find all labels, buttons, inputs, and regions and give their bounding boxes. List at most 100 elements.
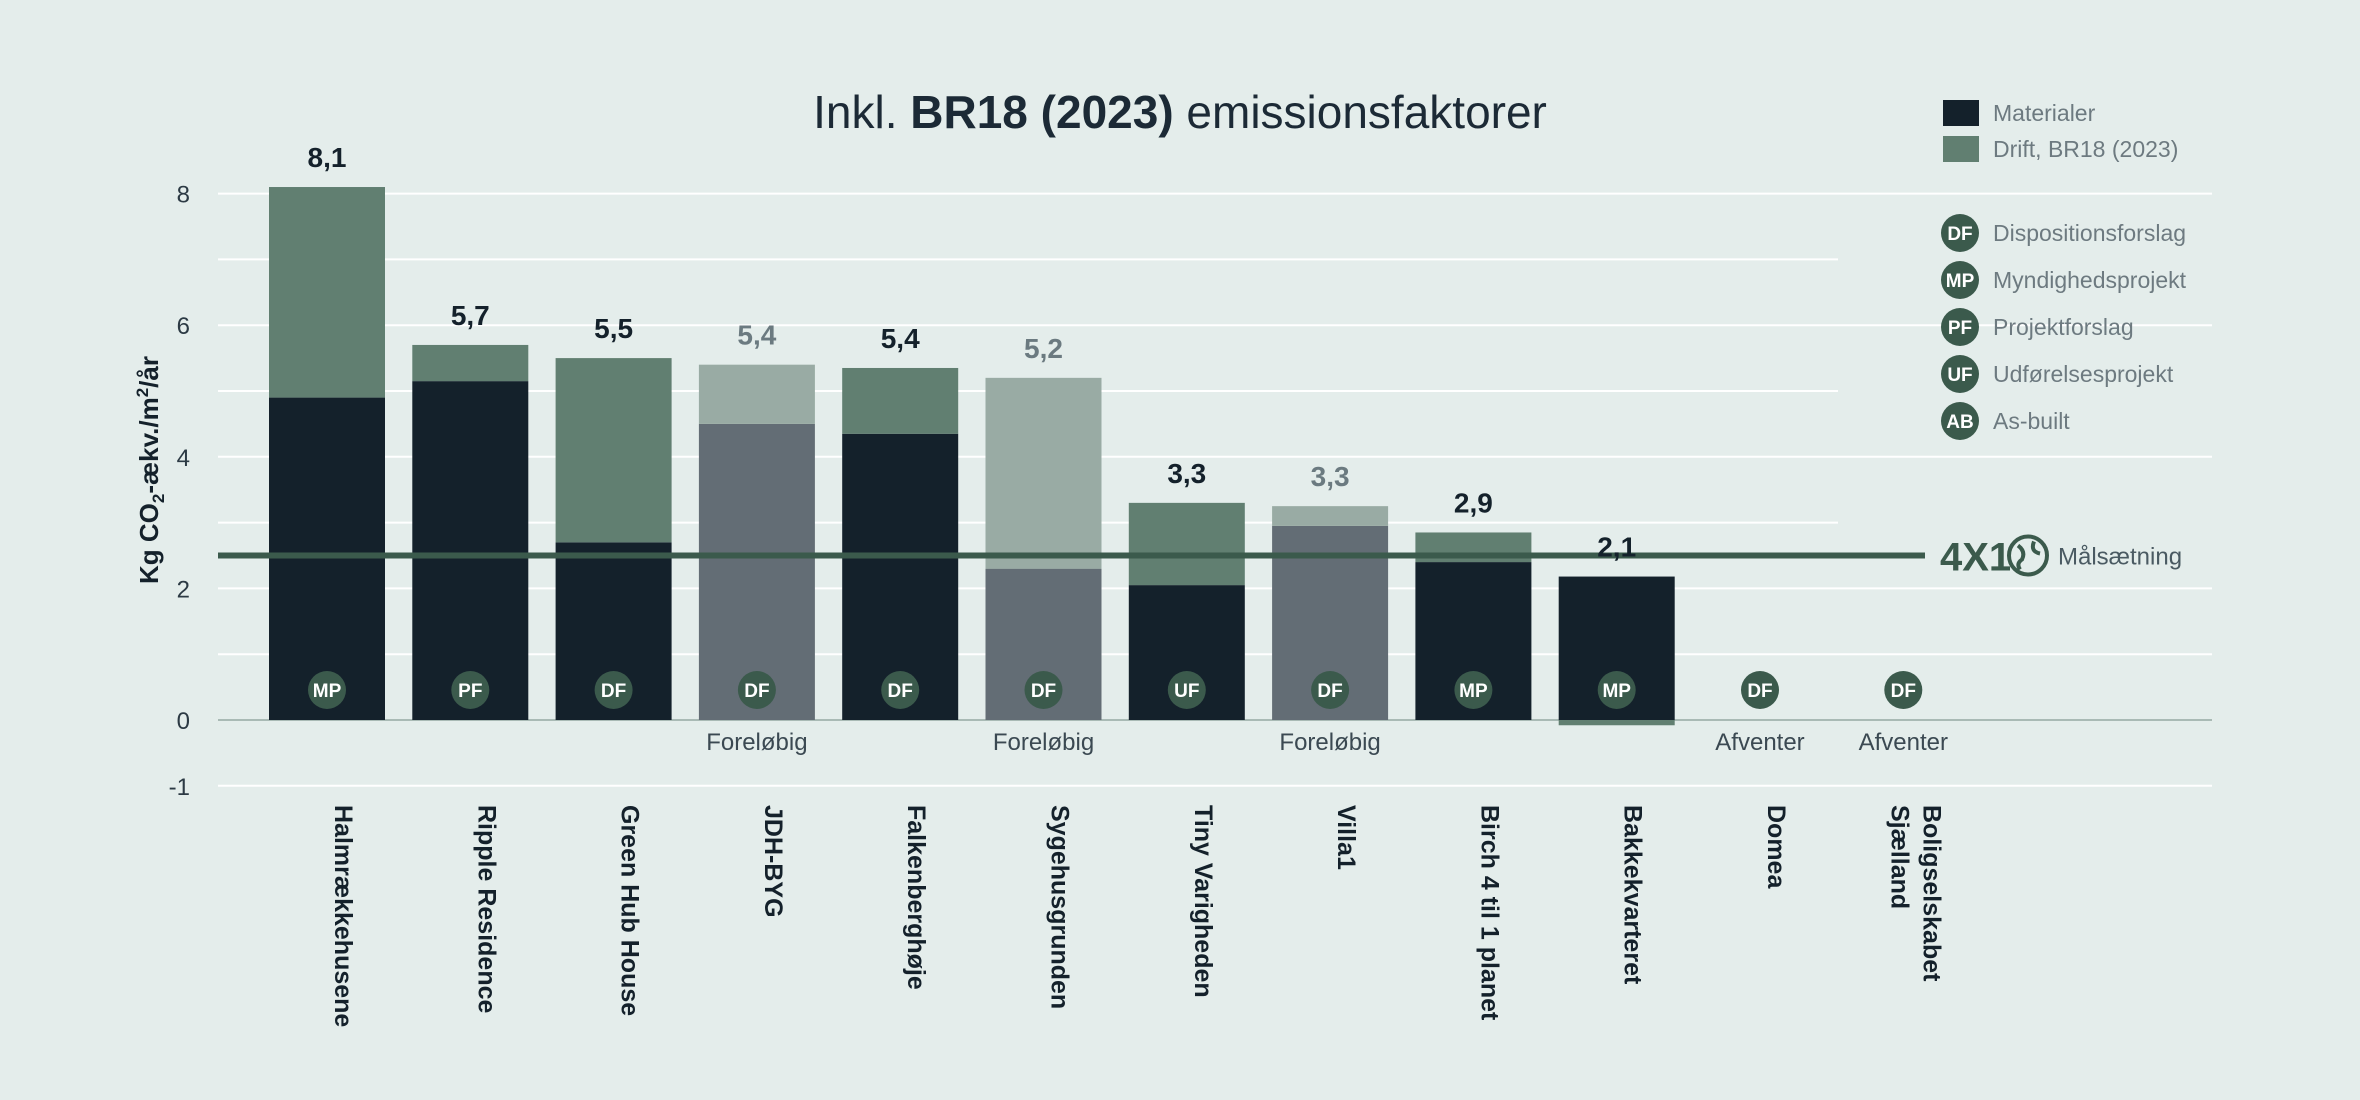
phase-badge-text: MP <box>313 681 342 702</box>
x-category-label: Falkenberghøje <box>902 805 930 990</box>
phase-badge-text: MP <box>1459 681 1488 702</box>
bar-operation <box>1558 720 1675 726</box>
bar-total-label: 5,2 <box>1024 333 1063 364</box>
legend-phase-code: DF <box>1947 224 1972 245</box>
x-category-label: Sjælland <box>1885 805 1913 909</box>
y-tick-label: 8 <box>177 182 190 209</box>
y-axis-label: Kg CO2-ækv./m2/år <box>133 356 168 584</box>
legend-swatch <box>1943 100 1979 126</box>
phase-badge-text: DF <box>1031 681 1056 702</box>
phase-badge <box>1454 671 1493 709</box>
legend-phase-code: UF <box>1947 365 1972 386</box>
y-axis-label-sub: 2 <box>149 494 168 503</box>
phase-badge <box>594 671 633 709</box>
bar-note: Foreløbig <box>993 729 1094 756</box>
legend-swatch <box>1943 136 1979 162</box>
phase-badge <box>1741 671 1779 709</box>
legend-phase-code: MP <box>1946 271 1975 292</box>
phase-badge-text: DF <box>1317 681 1342 702</box>
x-category-label: Boligselskabet <box>1917 805 1945 982</box>
phase-badge <box>1024 671 1063 709</box>
legend-phase-label: Udførelsesprojekt <box>1993 361 2174 387</box>
globe-continents <box>2016 540 2041 571</box>
bar-total-label: 5,7 <box>451 300 490 331</box>
phase-badge <box>1597 671 1636 709</box>
bar-materials <box>698 423 815 720</box>
bar-operation <box>412 344 529 382</box>
phase-badge-text: PF <box>458 681 482 702</box>
bar-operation <box>269 187 385 398</box>
y-axis-ticks: 8 6 4 2 0 -1 <box>169 182 190 801</box>
phase-badge <box>1167 671 1206 709</box>
legend-phase-label: Projektforslag <box>1993 314 2134 340</box>
y-axis-label-main: Kg CO <box>134 503 164 584</box>
globe-icon <box>2007 534 2049 577</box>
legend-phase-badge <box>1941 214 1979 252</box>
y-axis-label-sup: 2 <box>133 388 152 397</box>
chart-title: Inkl. BR18 (2023) emissionsfaktorer <box>813 86 1547 138</box>
target-logo-text: 4X1 <box>1940 536 2011 580</box>
bar-operation <box>1128 502 1245 586</box>
bar-operation <box>698 364 815 424</box>
chart-title-prefix: Inkl. <box>813 86 910 138</box>
phase-badge-text: DF <box>601 681 626 702</box>
legend-phase-badge <box>1941 355 1979 393</box>
legend-phase-badge <box>1941 308 1979 346</box>
legend: Materialer Drift, BR18 (2023) DF Dispositio… <box>1941 100 2187 440</box>
phase-badge <box>308 671 346 709</box>
bar-materials <box>269 397 385 720</box>
phase-badge-text: DF <box>1747 681 1772 702</box>
legend-phase-label: Dispositionsforslag <box>1993 220 2186 246</box>
y-tick-label: 4 <box>177 445 190 472</box>
bar-note: Afventer <box>1715 729 1804 756</box>
bar-operation <box>1272 506 1389 526</box>
phase-badge <box>1884 671 1923 709</box>
bar-labels: 8,1 MP Halmrækkehusene 5,7 PF Ripple Residenc… <box>308 142 1948 1027</box>
legend-series-label: Drift, BR18 (2023) <box>1993 136 2178 162</box>
bar-operation <box>555 358 672 543</box>
x-category-label: Bakkekvarteret <box>1619 805 1647 985</box>
legend-phase-label: Myndighedsprojekt <box>1993 267 2187 293</box>
x-category-label: Tiny Varigheden <box>1189 805 1217 998</box>
bar-total-label: 5,4 <box>737 320 776 351</box>
phase-badge <box>737 671 776 709</box>
x-category-label: Sygehusgrunden <box>1046 805 1074 1009</box>
y-tick-label: 2 <box>177 576 190 603</box>
chart-title-suffix: emissionsfaktorer <box>1174 86 1547 138</box>
chart-title-bold: BR18 (2023) <box>910 86 1173 138</box>
legend-phase-code: PF <box>1948 318 1972 339</box>
bar-note: Afventer <box>1859 729 1948 756</box>
x-category-label: Halmrækkehusene <box>329 805 357 1027</box>
bar-note: Foreløbig <box>706 729 807 756</box>
phase-badge <box>881 671 920 709</box>
y-tick-label: 0 <box>177 708 190 735</box>
target-label: Målsætning <box>2058 544 2182 571</box>
phase-badge-text: UF <box>1174 681 1199 702</box>
phase-badge <box>1311 671 1350 709</box>
legend-phase-label: As-built <box>1993 408 2070 434</box>
phase-badge-text: DF <box>888 681 913 702</box>
bar-total-label: 2,1 <box>1597 532 1636 563</box>
bar-total-label: 3,3 <box>1167 458 1206 489</box>
bar-materials <box>412 381 529 720</box>
target-line-group: 4X1 Målsætning <box>218 534 2182 580</box>
phase-badge-text: DF <box>744 681 769 702</box>
bar-total-label: 3,3 <box>1311 461 1350 492</box>
phase-badge-text: DF <box>1891 681 1916 702</box>
y-tick-label: -1 <box>169 774 190 801</box>
bar-total-label: 2,9 <box>1454 487 1493 518</box>
bar-note: Foreløbig <box>1279 729 1380 756</box>
bar-total-label: 5,4 <box>881 323 920 354</box>
phase-badge-text: MP <box>1602 681 1631 702</box>
x-category-label: JDH-BYG <box>759 805 787 918</box>
x-category-label: Birch 4 til 1 planet <box>1475 805 1503 1021</box>
bar-total-label: 5,5 <box>594 313 633 344</box>
x-category-label: Domea <box>1762 805 1790 889</box>
y-axis-label-middle: -ækv./m <box>134 397 164 493</box>
legend-phase-code: AB <box>1946 412 1973 433</box>
x-category-label: Villa1 <box>1332 805 1360 870</box>
bar-operation <box>842 367 959 434</box>
y-axis-label-end: /år <box>134 356 164 388</box>
legend-phase-badge <box>1941 261 1979 299</box>
